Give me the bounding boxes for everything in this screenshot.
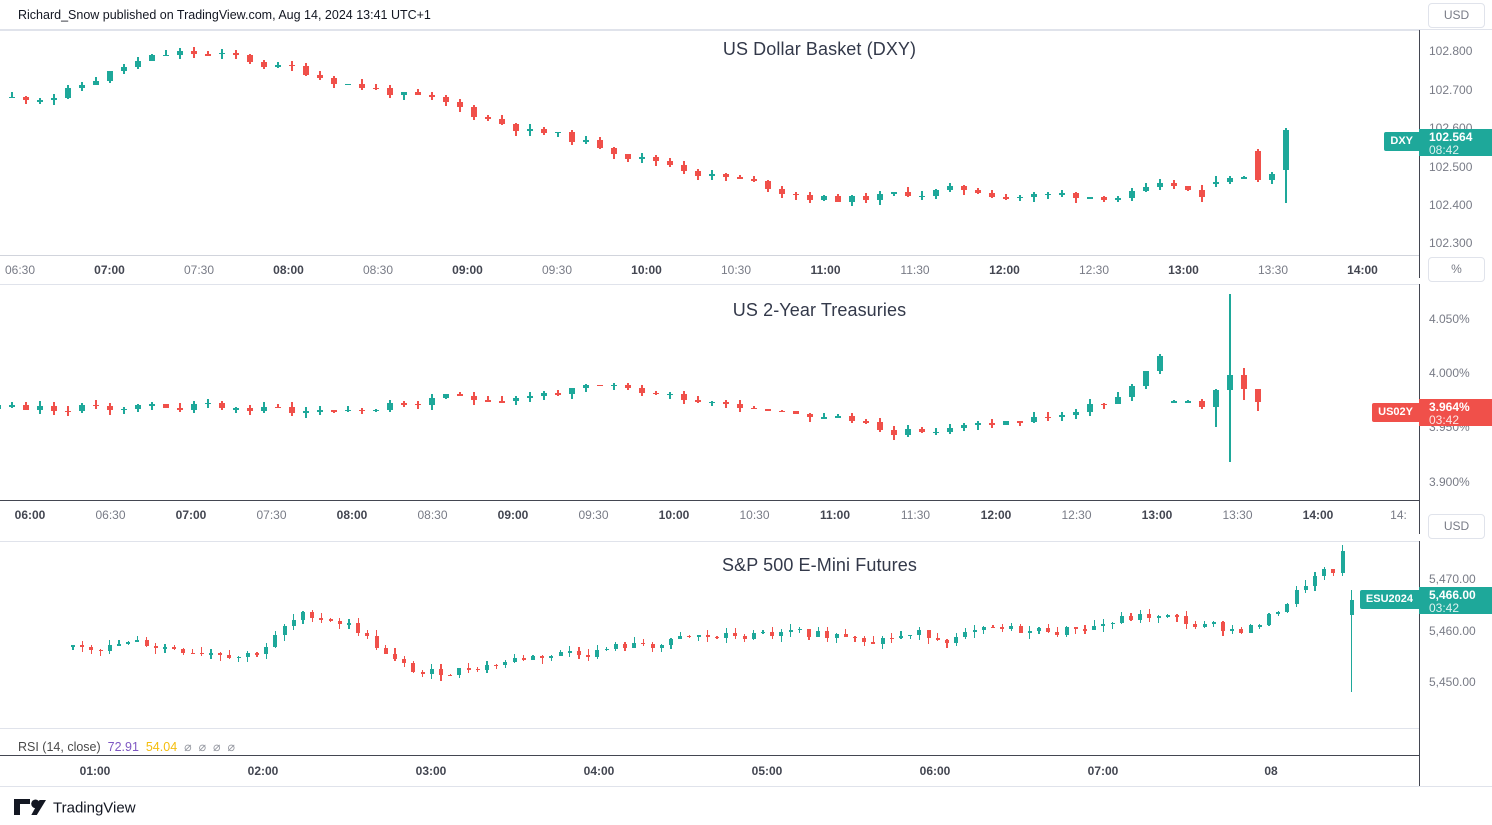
svg-text:TradingView: TradingView (53, 800, 136, 817)
